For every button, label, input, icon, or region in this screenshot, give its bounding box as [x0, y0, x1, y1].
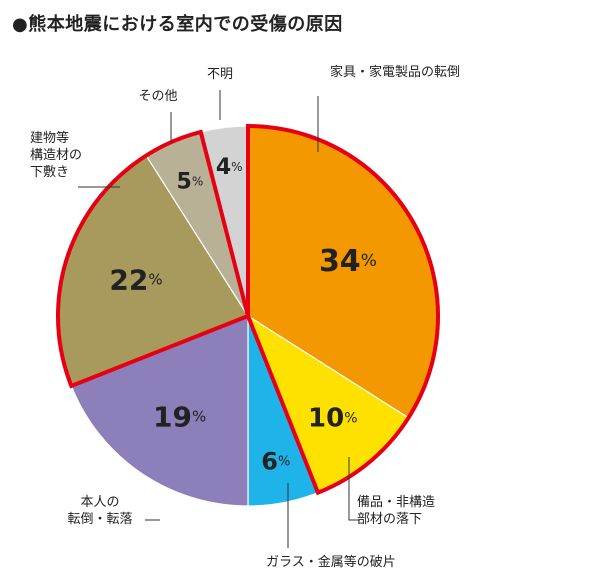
slice-label-3: 本人の転倒・転落 [67, 495, 132, 527]
slice-label-2: ガラス・金属等の破片 [266, 554, 396, 570]
slice-label-0: 家具・家電製品の転倒 [330, 64, 460, 80]
slice-percent-4: 22% [109, 263, 162, 296]
slice-label-6: 不明 [207, 67, 233, 82]
slice-percent-3: 19% [153, 400, 206, 433]
pie-slice-3 [70, 315, 249, 507]
slice-percent-5: 5% [177, 169, 204, 194]
slice-percent-2: 6% [261, 448, 290, 476]
highlight-outline-0 [246, 123, 440, 496]
slice-label-1: 備品・非構造部材の落下 [357, 494, 435, 527]
slice-percent-0: 34% [319, 244, 377, 279]
slice-label-5: その他 [138, 89, 177, 104]
leader-line-1 [348, 457, 360, 521]
chart-title: ●熊本地震における室内での受傷の原因 [12, 14, 343, 35]
slice-percent-1: 10% [308, 403, 358, 433]
highlight-outline-1 [56, 129, 251, 389]
slice-percent-6: 4% [216, 155, 243, 180]
slice-label-4: 建物等構造材の下敷き [30, 130, 82, 180]
